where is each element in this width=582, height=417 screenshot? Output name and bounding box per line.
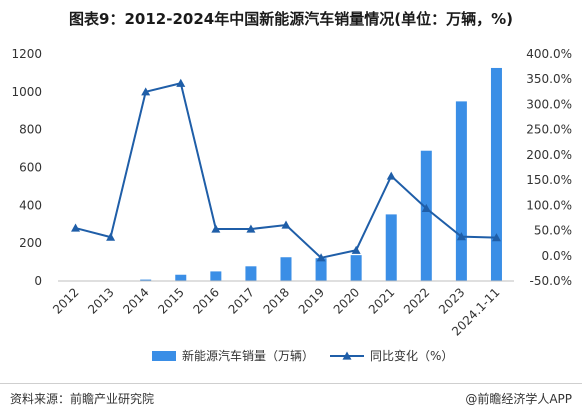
y-left-axis-ticks: 0 200 400 600 800 1000 1200 (11, 47, 42, 288)
line-point (176, 78, 186, 87)
legend-bar-label: 新能源汽车销量（万辆） (182, 348, 314, 363)
bar (140, 279, 152, 281)
line-point (106, 232, 116, 241)
y-right-tick-label: 0.0% (542, 249, 573, 263)
x-tick-label: 2013 (85, 285, 116, 316)
source-note: 资料来源：前瞻产业研究院 (10, 392, 155, 406)
legend-bar-swatch (152, 351, 176, 361)
bar (315, 258, 327, 281)
line-point (281, 220, 291, 229)
line-point (421, 203, 431, 212)
y-left-tick-label: 200 (19, 236, 42, 250)
bar (175, 274, 187, 281)
y-right-tick-label: 200.0% (526, 148, 572, 162)
bar (210, 271, 222, 281)
bar (490, 67, 502, 281)
x-tick-label: 2018 (261, 285, 292, 316)
line-point (316, 253, 326, 262)
x-tick-label: 2017 (226, 285, 257, 316)
y-right-axis-ticks: -50.0% 0.0% 50.0% 100.0% 150.0% 200.0% 250.0% 3… (526, 47, 572, 288)
yoy-line (75, 82, 497, 259)
line-point (71, 223, 81, 232)
bar (455, 101, 467, 281)
bar (385, 214, 397, 281)
chart: 0 200 400 600 800 1000 1200 -50.0% 0.0% 50.0% 100… (11, 47, 572, 363)
legend-line-label: 同比变化（%） (370, 348, 453, 363)
x-tick-label: 2012 (50, 285, 81, 316)
line-point (456, 232, 466, 241)
legend: 新能源汽车销量（万辆） 同比变化（%） (152, 348, 453, 363)
x-tick-label: 2023 (436, 285, 467, 316)
line-point (246, 224, 256, 233)
y-right-tick-label: 300.0% (526, 97, 572, 111)
y-right-tick-label: 50.0% (534, 224, 572, 238)
bar (420, 150, 432, 281)
y-right-tick-label: 350.0% (526, 72, 572, 86)
y-left-tick-label: 1200 (11, 47, 42, 61)
x-tick-label: 2021 (366, 285, 397, 316)
footer-divider (0, 383, 582, 384)
legend-line-marker (342, 351, 352, 360)
y-right-tick-label: 400.0% (526, 47, 572, 61)
bar-series (70, 67, 502, 282)
line-point (386, 171, 396, 180)
x-tick-label: 2022 (401, 285, 432, 316)
x-axis-ticks: 2012 2013 2014 2015 2016 2017 2018 2019 2020 2021… (50, 285, 502, 338)
brand-note: @前瞻经济学人APP (465, 392, 572, 406)
line-point (491, 233, 501, 242)
y-right-tick-label: -50.0% (530, 274, 572, 288)
bar (245, 266, 257, 281)
line-point (351, 245, 361, 254)
x-tick-label: 2016 (190, 285, 221, 316)
y-left-tick-label: 600 (19, 161, 42, 175)
x-tick-label: 2020 (331, 285, 362, 316)
y-left-tick-label: 0 (34, 274, 42, 288)
y-left-tick-label: 400 (19, 198, 42, 212)
bar (350, 255, 362, 281)
page-title: 图表9：2012-2024年中国新能源汽车销量情况(单位：万辆，%) (69, 10, 513, 28)
y-right-tick-label: 100.0% (526, 198, 572, 212)
y-right-tick-label: 250.0% (526, 123, 572, 137)
y-left-tick-label: 1000 (11, 85, 42, 99)
line-point (141, 87, 151, 96)
x-tick-label: 2015 (155, 285, 186, 316)
bar (280, 257, 292, 281)
line-point (211, 224, 221, 233)
line-series (71, 78, 501, 262)
y-right-tick-label: 150.0% (526, 173, 572, 187)
x-tick-label: 2019 (296, 285, 327, 316)
y-left-tick-label: 800 (19, 123, 42, 137)
x-tick-label: 2014 (120, 285, 151, 316)
